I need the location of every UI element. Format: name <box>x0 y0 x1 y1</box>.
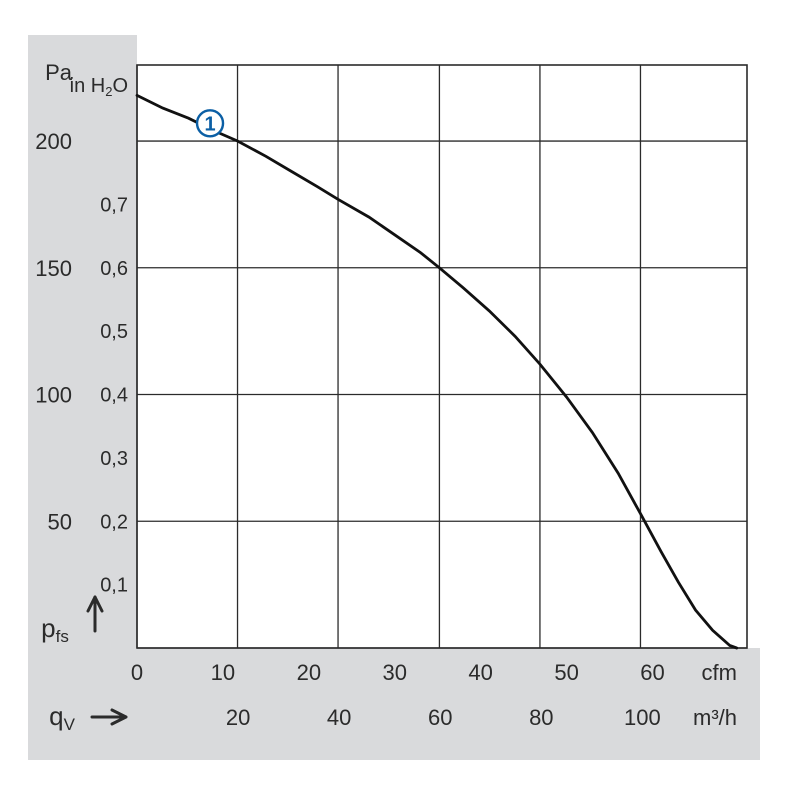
xtick-cfm: 40 <box>468 660 492 685</box>
xtick-cfm: 60 <box>640 660 664 685</box>
xtick-cfm: 0 <box>131 660 143 685</box>
y-unit-inh2o: in H2O <box>70 75 128 99</box>
xtick-m3h: 60 <box>428 705 452 730</box>
ytick-inh2o: 0,2 <box>100 511 128 533</box>
xtick-m3h: 40 <box>327 705 351 730</box>
ytick-inh2o: 0,7 <box>100 194 128 216</box>
series-badge-label: 1 <box>204 113 215 135</box>
y-unit-pa: Pa <box>45 60 73 85</box>
xtick-m3h: 100 <box>624 705 661 730</box>
plot-bg <box>137 65 747 648</box>
xtick-m3h: 20 <box>226 705 250 730</box>
ytick-inh2o: 0,6 <box>100 258 128 280</box>
ytick-pa: 150 <box>35 256 72 281</box>
ytick-pa: 50 <box>48 509 72 534</box>
ytick-pa: 200 <box>35 129 72 154</box>
x-unit-m3h: m³/h <box>693 705 737 730</box>
ytick-inh2o: 0,1 <box>100 575 128 597</box>
fan-performance-chart: 150100150200Pa0,10,20,30,40,50,60,7in H2… <box>0 0 800 800</box>
ytick-inh2o: 0,3 <box>100 448 128 470</box>
ytick-pa: 100 <box>35 383 72 408</box>
x-unit-cfm: cfm <box>702 660 737 685</box>
xtick-cfm: 20 <box>297 660 321 685</box>
chart-svg: 150100150200Pa0,10,20,30,40,50,60,7in H2… <box>0 0 800 800</box>
xtick-cfm: 50 <box>554 660 578 685</box>
xtick-cfm: 30 <box>383 660 407 685</box>
xtick-cfm: 10 <box>211 660 235 685</box>
ytick-inh2o: 0,5 <box>100 321 128 343</box>
ytick-inh2o: 0,4 <box>100 385 128 407</box>
xtick-m3h: 80 <box>529 705 553 730</box>
